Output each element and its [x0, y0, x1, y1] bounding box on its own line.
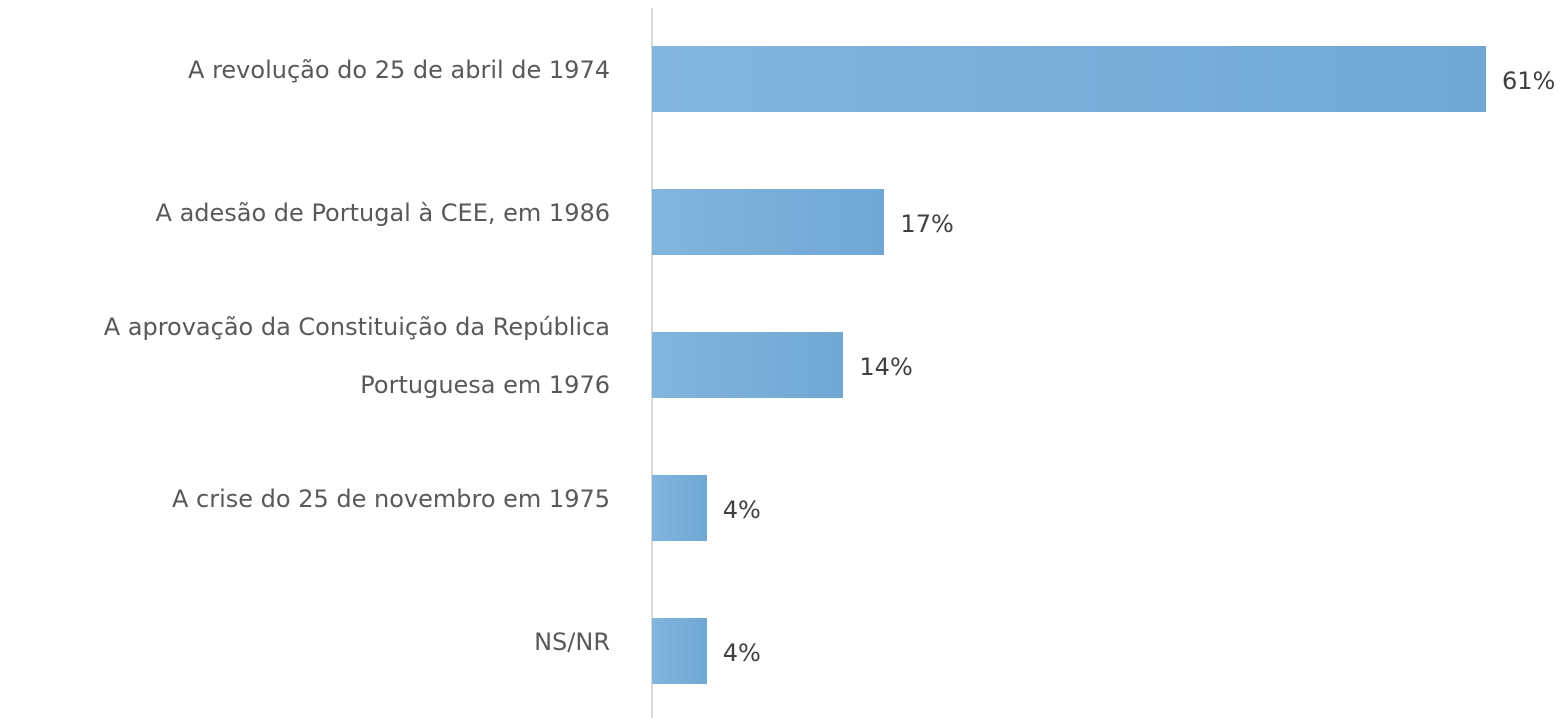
category-label: A adesão de Portugal à CEE, em 1986 — [155, 199, 610, 227]
value-label: 4% — [722, 496, 761, 524]
value-label: 17% — [900, 210, 954, 238]
category-label: A revolução do 25 de abril de 1974 — [188, 56, 610, 84]
value-label: 4% — [722, 639, 761, 667]
value-label: 14% — [859, 353, 913, 381]
bar — [652, 332, 844, 398]
category-label: A aprovação da Constituição da República… — [103, 313, 610, 399]
category-label: NS/NR — [534, 628, 610, 656]
value-label: 61% — [1502, 67, 1556, 95]
bar — [652, 618, 707, 684]
bar — [652, 475, 707, 541]
bar — [652, 189, 885, 255]
bar — [652, 46, 1486, 112]
category-label: A crise do 25 de novembro em 1975 — [172, 485, 610, 513]
